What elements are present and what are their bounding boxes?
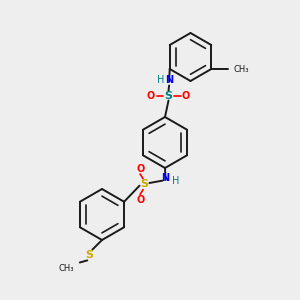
Text: H: H [172,176,179,186]
Text: CH₃: CH₃ [233,64,249,74]
Text: O: O [182,91,190,101]
Text: S: S [85,250,93,260]
Text: O: O [137,164,145,174]
Text: S: S [140,179,148,189]
Text: O: O [147,91,155,101]
Text: O: O [137,195,145,205]
Text: N: N [161,173,169,183]
Text: S: S [164,91,172,101]
Text: H: H [157,75,164,85]
Text: CH₃: CH₃ [58,264,74,273]
Text: N: N [165,75,173,85]
